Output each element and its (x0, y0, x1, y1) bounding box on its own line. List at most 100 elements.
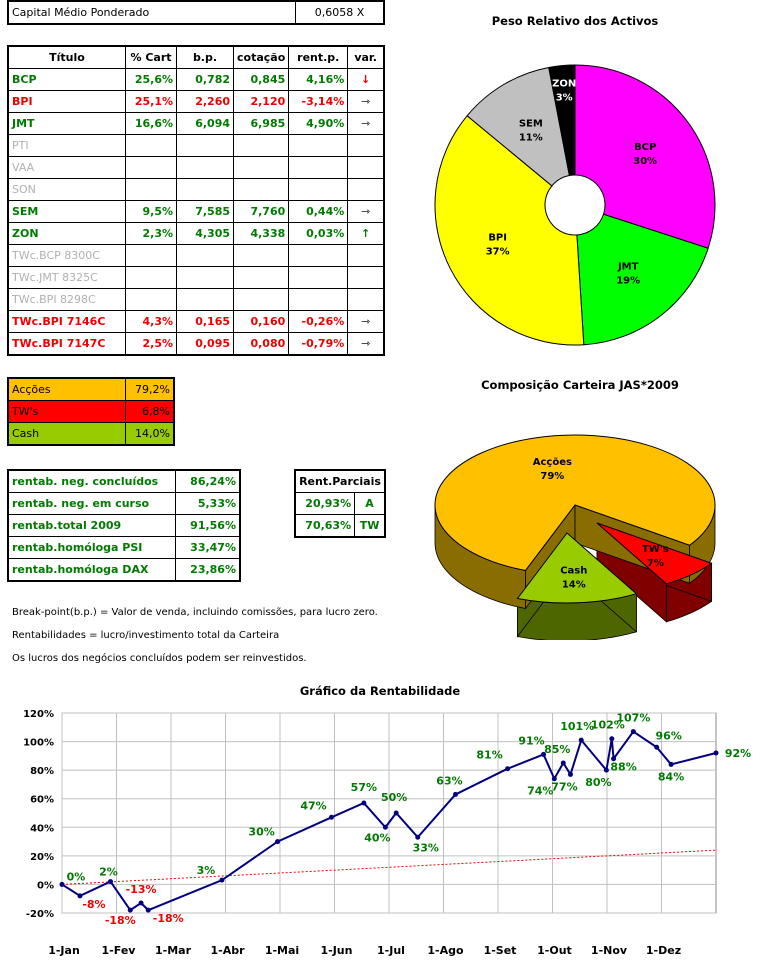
data-point (275, 839, 281, 845)
pie1-title: Peso Relativo dos Activos (491, 14, 659, 28)
asset-rent (288, 156, 349, 179)
y-tick-label: 20% (30, 852, 54, 863)
asset-pct: 9,5% (125, 200, 177, 223)
x-tick-label: 1-Nov (591, 944, 628, 957)
col-rent-p-header: rent.p. (288, 45, 349, 69)
data-point (127, 907, 133, 913)
asset-rent (288, 244, 349, 267)
data-point (219, 877, 225, 883)
rentability-label: rentab. neg. em curso (7, 492, 176, 515)
asset-cotacao (232, 288, 290, 311)
y-tick-label: -20% (26, 909, 54, 920)
trend-arrow-icon: ⇾ (347, 200, 385, 223)
asset-var (347, 266, 385, 289)
table-row: TWc.JMT 8325C (7, 266, 385, 289)
data-label: 88% (610, 761, 636, 774)
data-point (77, 893, 83, 899)
data-point (567, 771, 573, 777)
note-breakpoint: Break-point(b.p.) = Valor de venda, incl… (12, 607, 378, 618)
partial-row: 70,63% TW (294, 514, 386, 538)
slice-value: 11% (519, 132, 543, 143)
data-point (611, 756, 617, 762)
data-point (361, 800, 367, 806)
asset-bp: 4,305 (176, 222, 234, 245)
trend-arrow-icon: ⇾ (347, 90, 385, 113)
composition-value: 14,0% (125, 422, 175, 446)
data-label: 33% (413, 841, 439, 854)
data-label: 0% (67, 870, 86, 883)
asset-pct (125, 288, 177, 311)
table-row: BCP 25,6% 0,782 0,845 4,16% ↓ (7, 68, 385, 91)
data-point (541, 751, 547, 757)
asset-rent: 0,44% (288, 200, 349, 223)
data-label: 74% (527, 785, 553, 798)
slice-value: 7% (647, 558, 664, 569)
asset-bp (176, 156, 234, 179)
data-label: 107% (616, 712, 650, 725)
rentability-value: 5,33% (175, 492, 241, 515)
note-reinvest: Os lucros dos negócios concluídos podem … (12, 653, 307, 664)
data-label: 77% (551, 780, 577, 793)
asset-rent: 0,03% (288, 222, 349, 245)
data-point (393, 810, 399, 816)
data-label: 2% (99, 866, 118, 879)
asset-rent: 4,16% (288, 68, 349, 91)
slice-top-aces (434, 434, 716, 572)
data-label: 63% (436, 774, 462, 787)
table-header: Título% Cart b.p. cotação rent.p. var. (7, 45, 385, 69)
asset-pct (125, 178, 177, 201)
composition-table: Acções 79,2% TW's 6,8% Cash 14,0% (7, 377, 175, 446)
slice-value: 19% (616, 276, 640, 287)
asset-var (347, 244, 385, 267)
data-point (505, 766, 511, 772)
asset-bp: 6,094 (176, 112, 234, 135)
slice-value: 37% (486, 246, 510, 257)
rentability-label: rentab.homóloga PSI (7, 536, 176, 559)
asset-bp (176, 134, 234, 157)
trend-arrow-icon: ↓ (347, 68, 385, 91)
asset-bp: 0,165 (176, 310, 234, 333)
composition-3d-pie-chart: TW's 7% Cash 14% Acções 79% (434, 434, 716, 640)
data-label: 101% (560, 720, 594, 733)
asset-var (347, 178, 385, 201)
slice-top-tws (596, 522, 713, 585)
data-label: 3% (197, 864, 216, 877)
x-tick-label: 1-Abr (210, 944, 245, 957)
asset-cotacao: 7,760 (232, 200, 290, 223)
partial-row: 20,93% A (294, 492, 386, 515)
asset-rent: -3,14% (288, 90, 349, 113)
x-tick-label: 1-Jan (48, 944, 80, 957)
rentability-row: rentab. neg. concluídos 86,24% (7, 469, 241, 493)
data-point (578, 737, 584, 743)
slice-label: TW's (642, 544, 669, 555)
table-row: SEM 9,5% 7,585 7,760 0,44% ⇾ (7, 200, 385, 223)
asset-title: BCP (7, 68, 126, 91)
composition-row: Cash 14,0% (7, 422, 175, 446)
data-point (654, 744, 660, 750)
data-label: 84% (658, 770, 684, 783)
asset-title: SEM (7, 200, 126, 223)
data-point (59, 881, 65, 887)
x-tick-label: 1-Jul (377, 944, 405, 957)
trend-arrow-icon: ↑ (347, 222, 385, 245)
data-point (415, 834, 421, 840)
x-tick-label: 1-Set (484, 944, 517, 957)
asset-title: JMT (7, 112, 126, 135)
slice-sem (466, 66, 570, 187)
asset-title: BPI (7, 90, 126, 113)
asset-bp (176, 178, 234, 201)
asset-title: TWc.BCP 8300C (7, 244, 126, 267)
rentability-table: rentab. neg. concluídos 86,24% rentab. neg… (7, 469, 241, 582)
x-tick-label: 1-Jun (321, 944, 353, 957)
data-point (551, 776, 557, 782)
slice-zon (548, 64, 576, 177)
trend-arrow-icon: ⇾ (347, 112, 385, 135)
rentability-value: 23,86% (175, 558, 241, 582)
data-point (560, 760, 566, 766)
asset-bp: 0,095 (176, 332, 234, 356)
slice-value: 30% (633, 156, 657, 167)
asset-rent (288, 266, 349, 289)
data-label: 57% (351, 781, 377, 794)
asset-title: SON (7, 178, 126, 201)
slice-value: 3% (556, 93, 573, 104)
